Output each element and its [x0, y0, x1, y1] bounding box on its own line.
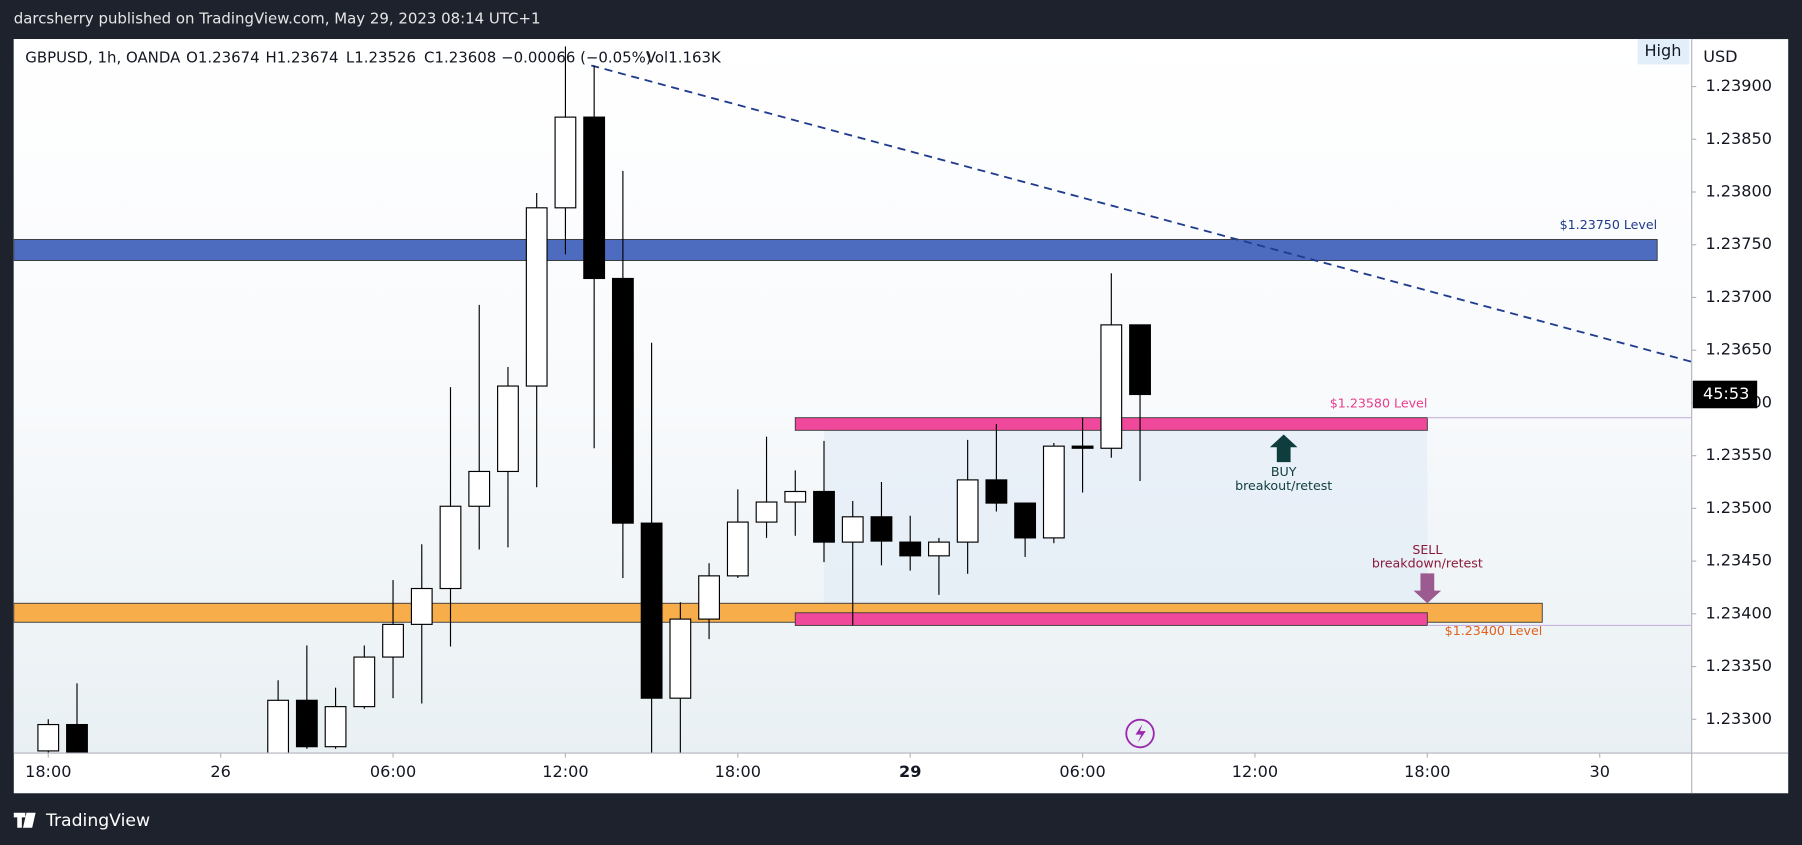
y-tick-label: 1.23850	[1705, 129, 1771, 148]
y-tick-label: 1.23400	[1705, 603, 1771, 622]
candle-body	[1014, 502, 1037, 539]
level-label: $1.23580 Level	[1330, 395, 1428, 410]
y-tick-label: 1.23900	[1705, 76, 1771, 95]
candle-body	[439, 505, 462, 590]
brand-logo	[13, 812, 36, 828]
level-zone	[794, 612, 1428, 626]
candle-body	[1071, 445, 1094, 449]
candle-body	[1100, 324, 1123, 449]
plot: $1.23750 Level $1.23400 Level $1.23580 Lev…	[13, 46, 1692, 754]
candle-body	[755, 501, 778, 523]
y-tick-label: 1.23750	[1705, 234, 1771, 253]
symbol: GBPUSD, 1h, OANDA	[25, 49, 181, 67]
y-tick-label: 1.23350	[1705, 656, 1771, 675]
signal-arrow	[1413, 573, 1442, 604]
price-tag	[1692, 380, 1758, 409]
y-tick-label: 1.23550	[1705, 445, 1771, 464]
candle-body	[468, 470, 491, 507]
candle-body	[295, 699, 318, 748]
x-tick-label: 30	[1590, 762, 1610, 781]
signal-detail: breakout/retest	[1235, 478, 1332, 493]
signal-label: SELL	[1412, 542, 1442, 557]
candle-body	[698, 575, 720, 620]
ohlc-close: C1.23608	[424, 49, 496, 67]
x-tick-label: 06:00	[370, 762, 416, 781]
candle-body	[956, 479, 979, 543]
candle-body	[985, 479, 1008, 504]
ohlc-high: H1.23674	[265, 49, 338, 67]
candle-body	[784, 490, 807, 503]
candle-body	[899, 541, 922, 557]
y-tick-label: 1.23700	[1705, 287, 1771, 306]
candle-body	[611, 277, 634, 524]
currency: USD	[1703, 47, 1737, 66]
x-tick-label: 18:00	[715, 762, 761, 781]
x-tick-label: 12:00	[542, 762, 588, 781]
price-tag-countdown: 45:53	[1703, 384, 1749, 403]
y-tick-label: 1.23800	[1705, 181, 1771, 200]
level-label: $1.23750 Level	[1560, 217, 1658, 232]
signal-detail: breakdown/retest	[1372, 556, 1483, 571]
signal-label: BUY	[1271, 464, 1297, 479]
events-bolt	[1135, 724, 1146, 743]
level-zone	[13, 238, 1658, 262]
volume: Vol1.163K	[646, 49, 722, 67]
candle-body	[669, 618, 692, 699]
candle-body	[497, 385, 519, 473]
scale-mode[interactable]: High	[1644, 41, 1681, 60]
candle-body	[1042, 445, 1065, 539]
candle-body	[324, 706, 347, 748]
publisher: darcsherry published on TradingView.com,…	[14, 10, 541, 28]
legend: GBPUSD, 1h, OANDA O1.23674 H1.23674 L1.2…	[25, 49, 722, 67]
candle-body	[37, 723, 60, 752]
ohlc-open: O1.23674	[186, 49, 260, 67]
scale-mode-button[interactable]	[1637, 39, 1690, 65]
candle-body	[870, 516, 893, 542]
trendline	[591, 64, 1692, 363]
brand-name: TradingView	[45, 811, 150, 831]
ohlc-low: L1.23526	[346, 49, 416, 67]
candle-body	[726, 521, 749, 577]
candle-body	[410, 587, 433, 625]
candle-body	[66, 723, 88, 754]
candle-body	[928, 541, 950, 557]
x-tick-label: 18:00	[1404, 762, 1450, 781]
y-tick-label: 1.23450	[1705, 551, 1771, 570]
level-label: $1.23400 Level	[1445, 623, 1543, 638]
x-tick-label: 06:00	[1059, 762, 1105, 781]
plot-area	[13, 39, 1692, 754]
candle-body	[841, 516, 864, 543]
signal-arrow	[1269, 434, 1298, 463]
candle-body	[382, 623, 404, 658]
candle-body	[353, 656, 376, 708]
y-tick-label: 1.23650	[1705, 340, 1771, 359]
candle-body	[640, 522, 663, 699]
candle-body	[1129, 324, 1151, 396]
range-shade	[824, 430, 1428, 613]
brand: TradingView	[13, 811, 150, 831]
candle-body	[554, 116, 577, 209]
candle-body	[267, 699, 290, 754]
x-tick-label: 18:00	[25, 762, 71, 781]
x-tick-label: 29	[899, 762, 921, 781]
candle-body	[525, 207, 548, 387]
candle-body	[583, 116, 606, 280]
events-icon[interactable]	[1125, 718, 1155, 749]
y-tick-label: 1.23300	[1705, 709, 1771, 728]
x-tick-label: 26	[210, 762, 230, 781]
change: −0.00066 (−0.05%)	[501, 49, 652, 67]
candle-body	[813, 490, 835, 543]
x-tick-label: 12:00	[1232, 762, 1278, 781]
y-tick-label: 1.23500	[1705, 498, 1771, 517]
